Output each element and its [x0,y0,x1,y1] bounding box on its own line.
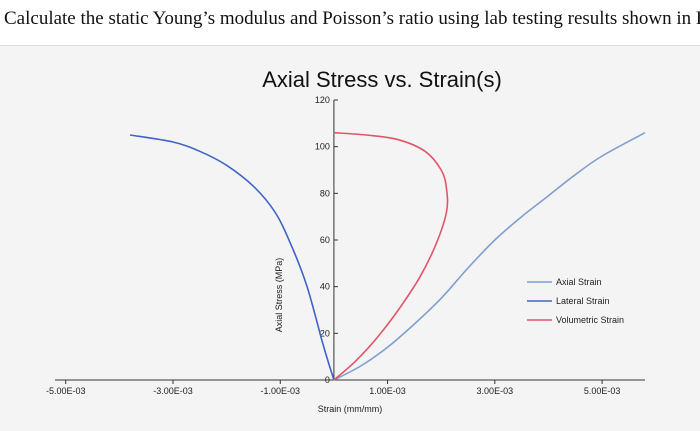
legend: Axial Strain Lateral Strain Volumetric Str… [527,277,624,325]
x-axis-label: Strain (mm/mm) [318,404,383,414]
chart-title: Axial Stress vs. Strain(s) [262,67,502,92]
question-text: Calculate the static Young’s modulus and… [4,8,700,29]
volumetric-strain-line [333,131,449,381]
y-tick-label: 0 [325,375,330,385]
series-layer [129,131,646,381]
legend-label-volumetric-strain: Volumetric Strain [556,315,624,325]
x-tick-label: -5.00E-03 [46,386,86,396]
legend-label-lateral-strain: Lateral Strain [556,296,610,306]
y-axis-label: Axial Stress (MPa) [274,258,284,333]
y-tick-label: 20 [320,328,330,338]
y-tick-label: 40 [320,282,330,292]
legend-label-axial-strain: Axial Strain [556,277,602,287]
y-tick-label: 80 [320,188,330,198]
lateral-strain-line [129,134,335,381]
x-tick-label: -3.00E-03 [153,386,193,396]
x-tick-label: 5.00E-03 [584,386,621,396]
y-tick-label: 120 [315,95,330,105]
x-tick-label: -1.00E-03 [261,386,301,396]
x-tick-label: 3.00E-03 [477,386,514,396]
axial-strain-line [333,131,646,381]
x-tick-label: 1.00E-03 [369,386,406,396]
y-tick-label: 60 [320,235,330,245]
y-tick-label: 100 [315,142,330,152]
stress-strain-chart: Axial Stress vs. Strain(s) -5.00E-03 -3.0… [46,67,646,414]
axes: -5.00E-03 -3.00E-03 -1.00E-03 1.00E-03 3.00E… [46,95,645,396]
